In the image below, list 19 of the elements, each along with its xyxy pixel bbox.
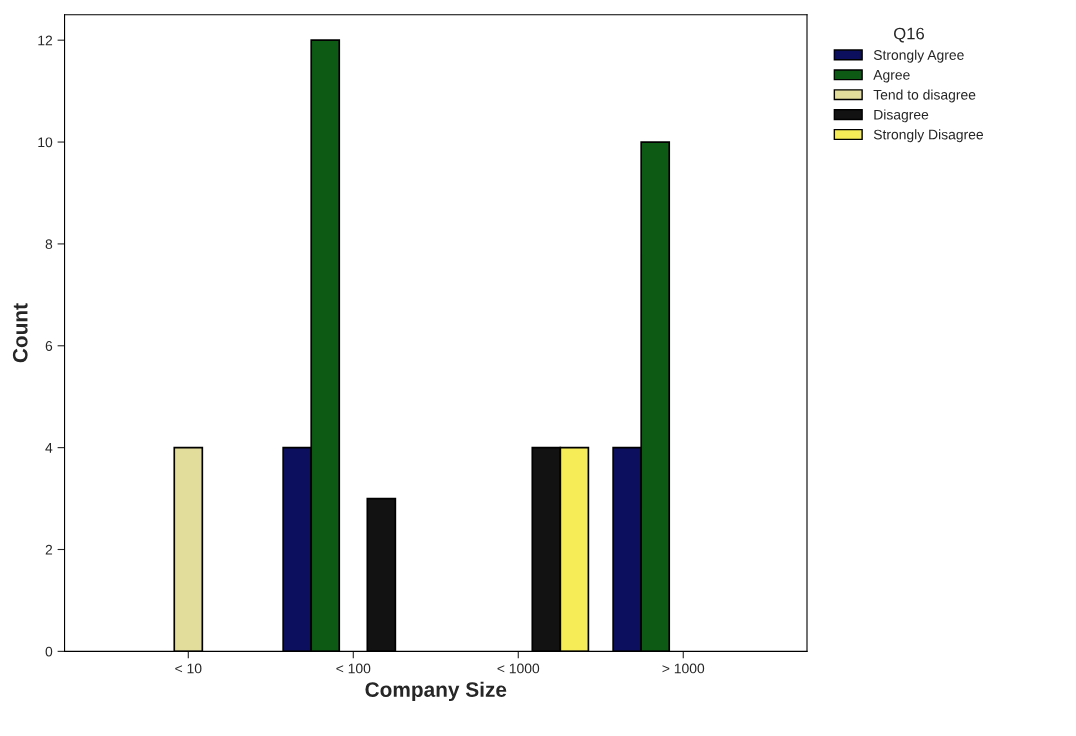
y-tick-label: 8 <box>45 239 53 250</box>
x-axis-title: Company Size <box>365 681 507 702</box>
y-tick-label: 12 <box>38 35 53 46</box>
legend-label: Agree <box>873 70 910 83</box>
x-tick-label: < 10 <box>175 663 202 674</box>
legend-title: Q16 <box>894 27 925 43</box>
legend-label: Tend to disagree <box>873 89 976 103</box>
legend-label: Strongly Disagree <box>873 129 984 143</box>
y-tick-label: 0 <box>45 646 53 657</box>
x-tick-label: < 100 <box>336 663 371 674</box>
y-tick-label: 2 <box>45 544 53 555</box>
legend-label: Disagree <box>874 109 929 123</box>
y-axis-title: Count <box>12 303 28 363</box>
legend-label: Strongly Agree <box>873 49 964 63</box>
x-tick-label: < 1000 <box>497 663 540 674</box>
y-tick-label: 10 <box>38 137 53 148</box>
y-tick-label: 6 <box>45 341 53 351</box>
y-tick-label: 4 <box>45 443 53 453</box>
x-tick-label: > 1000 <box>662 663 705 674</box>
